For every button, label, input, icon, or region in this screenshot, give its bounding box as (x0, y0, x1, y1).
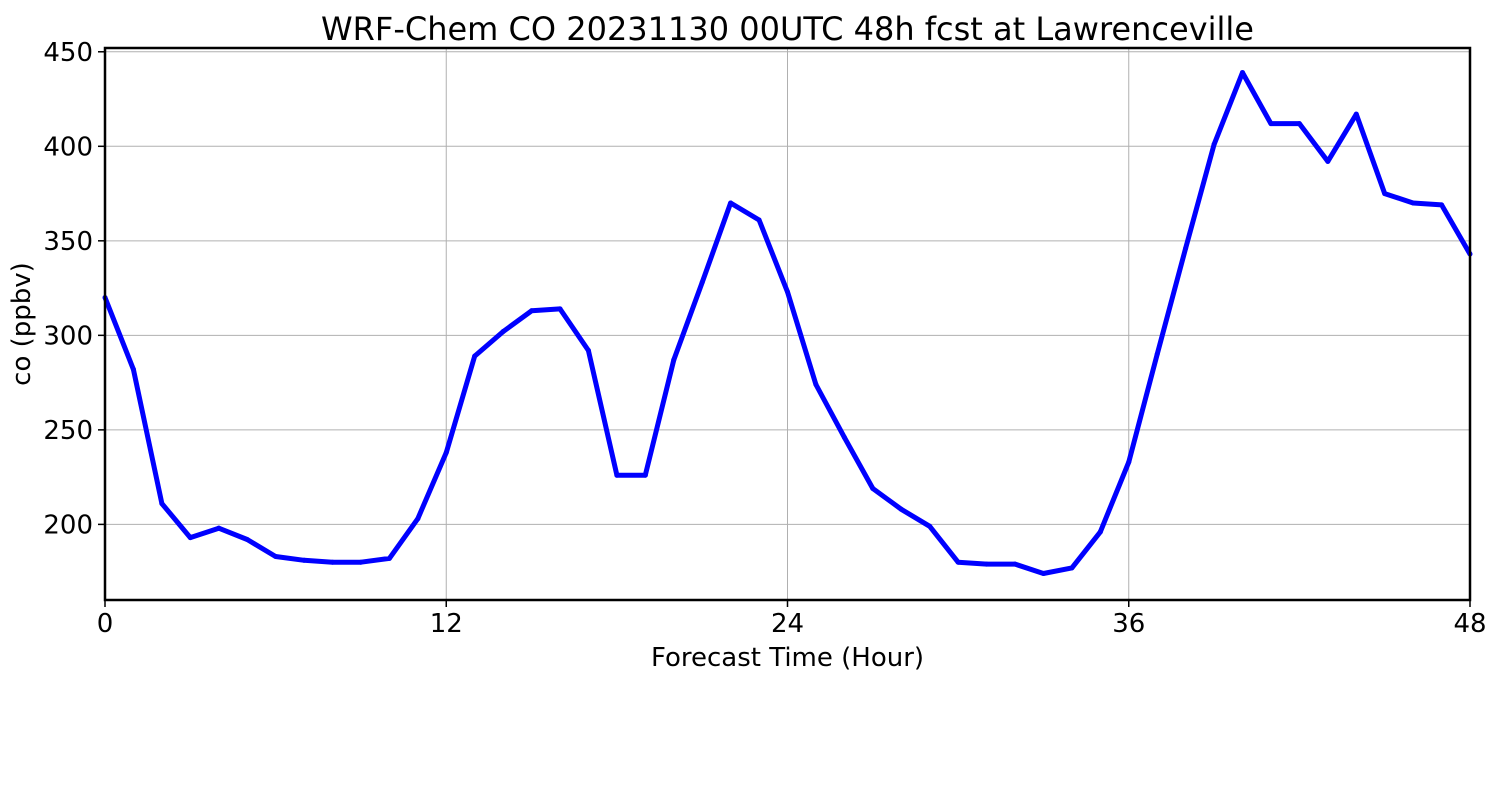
y-tick-label: 300 (43, 321, 93, 351)
co-data-point (1353, 111, 1359, 117)
co-data-point (529, 308, 535, 314)
co-data-point (614, 472, 620, 478)
co-data-point (500, 329, 506, 335)
grid (104, 48, 1471, 600)
co-data-point (898, 506, 904, 512)
co-data-point (330, 559, 335, 565)
co-data-point (301, 557, 307, 563)
co-data-point (585, 347, 591, 353)
co-data-point (813, 381, 819, 387)
co-data-point (1296, 121, 1302, 127)
co-data-point (1325, 158, 1331, 164)
y-tick-label: 200 (43, 510, 93, 540)
co-data-point (642, 472, 648, 478)
co-data-point (955, 559, 961, 565)
co-data-point (756, 217, 762, 223)
co-data-point (557, 306, 563, 312)
x-tick-label: 12 (430, 609, 463, 639)
co-data-point (870, 485, 876, 491)
co-data-point (927, 523, 933, 529)
x-axis-label: Forecast Time (Hour) (651, 643, 924, 673)
y-tick-label: 350 (43, 227, 93, 257)
x-tick-label: 48 (1453, 609, 1486, 639)
x-tick-label: 0 (97, 609, 114, 639)
co-data-point (841, 434, 847, 440)
co-data-point (1439, 202, 1445, 208)
y-axis-label: co (ppbv) (7, 262, 37, 386)
y-tick-label: 400 (43, 132, 93, 162)
co-data-point (1040, 571, 1046, 577)
axis-ticks: 200 250 300 350 400 450 0 12 24 36 48 (43, 38, 1486, 639)
co-data-point (472, 353, 478, 359)
x-tick-label: 24 (771, 609, 804, 639)
co-data-point (358, 559, 364, 565)
co-data-point (1410, 200, 1416, 206)
co-data-point (728, 200, 734, 206)
co-data-point (386, 555, 392, 561)
co-data-point (984, 561, 990, 567)
co-data-point (1069, 565, 1075, 571)
co-data-point (159, 501, 165, 507)
co-data-point (785, 289, 790, 295)
co-data-point (1183, 245, 1189, 251)
y-tick-label: 250 (43, 416, 93, 446)
co-data-point (130, 366, 136, 372)
co-data-point (216, 525, 222, 531)
co-data-point (415, 516, 421, 522)
co-data-point (1211, 141, 1217, 147)
co-data-point (1126, 459, 1132, 465)
co-data-point (1382, 191, 1388, 197)
co-data-point (1097, 529, 1103, 535)
y-tick-label: 450 (43, 38, 93, 68)
co-data-point (671, 357, 677, 363)
co-data-point (273, 554, 279, 560)
co-data-point (443, 450, 449, 456)
co-data-point (187, 535, 193, 541)
co-data-point (1268, 121, 1274, 127)
co-data-point (1154, 351, 1160, 357)
chart-title: WRF-Chem CO 20231130 00UTC 48h fcst at L… (321, 10, 1254, 48)
co-data-point (699, 279, 705, 285)
co-data-point (244, 537, 250, 543)
co-data-point (1240, 70, 1245, 76)
x-tick-label: 36 (1112, 609, 1145, 639)
co-data-point (1012, 561, 1018, 567)
